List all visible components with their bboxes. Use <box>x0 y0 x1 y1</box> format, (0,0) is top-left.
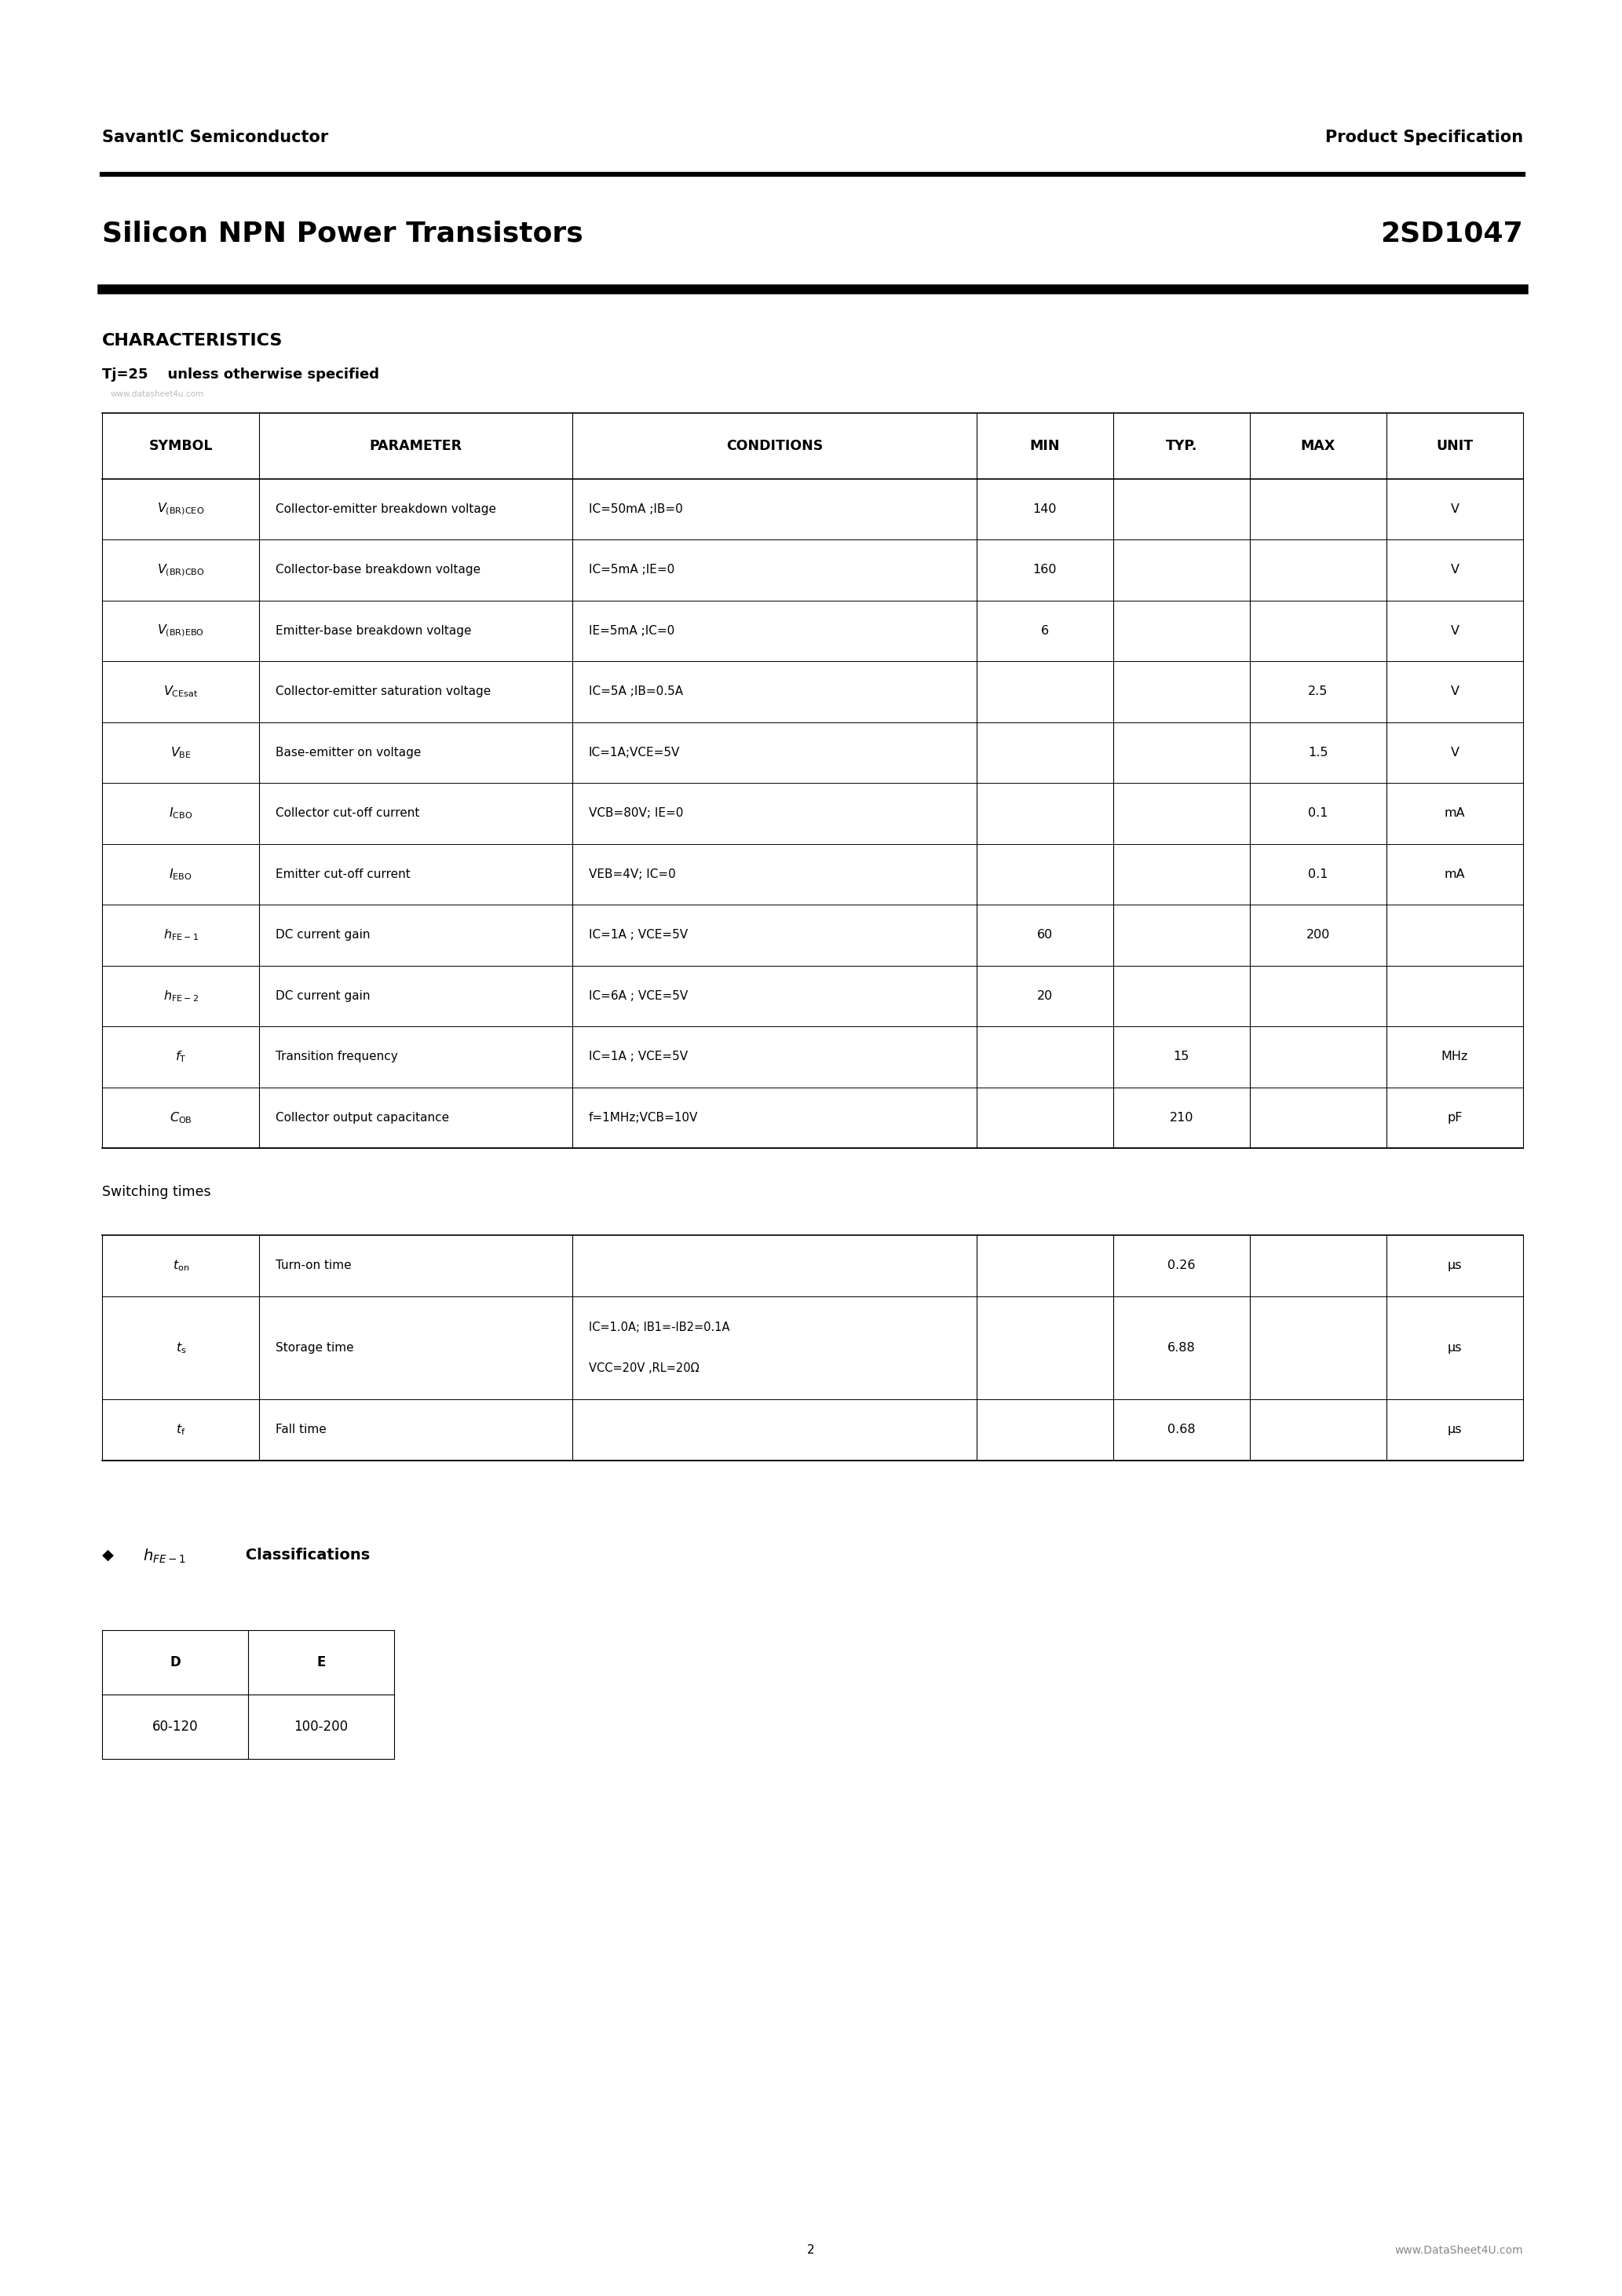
Text: $h_{\mathrm{FE-1}}$: $h_{\mathrm{FE-1}}$ <box>162 928 198 941</box>
Text: Collector cut-off current: Collector cut-off current <box>276 808 420 820</box>
Text: mA: mA <box>1444 868 1465 879</box>
Text: $V_{\mathrm{(BR)CEO}}$: $V_{\mathrm{(BR)CEO}}$ <box>157 501 204 517</box>
Text: IC=6A ; VCE=5V: IC=6A ; VCE=5V <box>589 990 688 1001</box>
Text: 60: 60 <box>1036 930 1053 941</box>
Text: $t_{\mathrm{s}}$: $t_{\mathrm{s}}$ <box>175 1341 187 1355</box>
Text: Product Specification: Product Specification <box>1325 131 1523 145</box>
Text: $I_{\mathrm{EBO}}$: $I_{\mathrm{EBO}}$ <box>169 868 193 882</box>
Text: 1.5: 1.5 <box>1307 746 1328 758</box>
Text: $h_{\mathrm{FE-2}}$: $h_{\mathrm{FE-2}}$ <box>162 990 198 1003</box>
Text: V: V <box>1450 503 1460 514</box>
Text: 2.5: 2.5 <box>1307 687 1328 698</box>
Text: CONDITIONS: CONDITIONS <box>727 439 822 452</box>
Text: 6: 6 <box>1041 625 1049 636</box>
Text: 210: 210 <box>1169 1111 1194 1123</box>
Text: $f_{\mathrm{T}}$: $f_{\mathrm{T}}$ <box>175 1049 187 1063</box>
Text: Tj=25    unless otherwise specified: Tj=25 unless otherwise specified <box>102 367 380 381</box>
Text: Emitter cut-off current: Emitter cut-off current <box>276 868 410 879</box>
Text: $C_{\mathrm{OB}}$: $C_{\mathrm{OB}}$ <box>169 1111 191 1125</box>
Text: $V_{\mathrm{(BR)CBO}}$: $V_{\mathrm{(BR)CBO}}$ <box>157 563 204 579</box>
Text: $h_{FE-1}$: $h_{FE-1}$ <box>143 1548 187 1566</box>
Text: IC=5A ;IB=0.5A: IC=5A ;IB=0.5A <box>589 687 683 698</box>
Text: 200: 200 <box>1306 930 1330 941</box>
Text: SavantIC Semiconductor: SavantIC Semiconductor <box>102 131 329 145</box>
Text: IC=1A ; VCE=5V: IC=1A ; VCE=5V <box>589 1052 688 1063</box>
Text: IC=5mA ;IE=0: IC=5mA ;IE=0 <box>589 565 675 576</box>
Text: MHz: MHz <box>1442 1052 1468 1063</box>
Text: www.DataSheet4U.com: www.DataSheet4U.com <box>1395 2245 1523 2255</box>
Text: Storage time: Storage time <box>276 1341 354 1355</box>
Text: $I_{\mathrm{CBO}}$: $I_{\mathrm{CBO}}$ <box>169 806 193 820</box>
Text: UNIT: UNIT <box>1435 439 1473 452</box>
Text: Emitter-base breakdown voltage: Emitter-base breakdown voltage <box>276 625 472 636</box>
Text: VCB=80V; IE=0: VCB=80V; IE=0 <box>589 808 683 820</box>
Text: Classifications: Classifications <box>240 1548 370 1561</box>
Text: Collector-base breakdown voltage: Collector-base breakdown voltage <box>276 565 480 576</box>
Text: Collector-emitter saturation voltage: Collector-emitter saturation voltage <box>276 687 491 698</box>
Text: E: E <box>316 1655 326 1669</box>
Text: MIN: MIN <box>1030 439 1059 452</box>
Text: www.datasheet4u.com: www.datasheet4u.com <box>110 390 204 397</box>
Text: IE=5mA ;IC=0: IE=5mA ;IC=0 <box>589 625 675 636</box>
Text: Collector-emitter breakdown voltage: Collector-emitter breakdown voltage <box>276 503 496 514</box>
Text: μs: μs <box>1447 1341 1461 1355</box>
Text: IC=50mA ;IB=0: IC=50mA ;IB=0 <box>589 503 683 514</box>
Text: $V_{\mathrm{(BR)EBO}}$: $V_{\mathrm{(BR)EBO}}$ <box>157 622 204 638</box>
Text: pF: pF <box>1447 1111 1463 1123</box>
Text: PARAMETER: PARAMETER <box>370 439 462 452</box>
Text: f=1MHz;VCB=10V: f=1MHz;VCB=10V <box>589 1111 697 1123</box>
Text: 0.1: 0.1 <box>1307 808 1328 820</box>
Text: μs: μs <box>1447 1261 1461 1272</box>
Text: V: V <box>1450 687 1460 698</box>
Text: V: V <box>1450 746 1460 758</box>
Text: 100-200: 100-200 <box>294 1720 349 1733</box>
Text: MAX: MAX <box>1301 439 1335 452</box>
Text: CHARACTERISTICS: CHARACTERISTICS <box>102 333 284 349</box>
Text: DC current gain: DC current gain <box>276 930 370 941</box>
Text: Fall time: Fall time <box>276 1424 326 1435</box>
Text: V: V <box>1450 565 1460 576</box>
Text: VCC=20V ,RL=20Ω: VCC=20V ,RL=20Ω <box>589 1362 699 1375</box>
Text: DC current gain: DC current gain <box>276 990 370 1001</box>
Text: 0.68: 0.68 <box>1168 1424 1195 1435</box>
Text: 160: 160 <box>1033 565 1058 576</box>
Text: $t_{\mathrm{f}}$: $t_{\mathrm{f}}$ <box>175 1424 185 1437</box>
Text: mA: mA <box>1444 808 1465 820</box>
Text: 6.88: 6.88 <box>1168 1341 1195 1355</box>
Text: Transition frequency: Transition frequency <box>276 1052 397 1063</box>
Text: Base-emitter on voltage: Base-emitter on voltage <box>276 746 422 758</box>
Text: 0.26: 0.26 <box>1168 1261 1195 1272</box>
Text: $V_{\mathrm{BE}}$: $V_{\mathrm{BE}}$ <box>170 746 191 760</box>
Text: ◆: ◆ <box>102 1548 114 1561</box>
Text: D: D <box>170 1655 180 1669</box>
Text: 2: 2 <box>808 2243 814 2257</box>
Text: Turn-on time: Turn-on time <box>276 1261 352 1272</box>
Text: SYMBOL: SYMBOL <box>149 439 212 452</box>
Text: Collector output capacitance: Collector output capacitance <box>276 1111 449 1123</box>
Text: 140: 140 <box>1033 503 1058 514</box>
Text: $V_{\mathrm{CEsat}}$: $V_{\mathrm{CEsat}}$ <box>164 684 198 698</box>
Text: IC=1A ; VCE=5V: IC=1A ; VCE=5V <box>589 930 688 941</box>
Text: 60-120: 60-120 <box>152 1720 198 1733</box>
Text: $t_{\mathrm{on}}$: $t_{\mathrm{on}}$ <box>172 1258 190 1272</box>
Text: 20: 20 <box>1036 990 1053 1001</box>
Text: 0.1: 0.1 <box>1307 868 1328 879</box>
Text: IC=1.0A; IB1=-IB2=0.1A: IC=1.0A; IB1=-IB2=0.1A <box>589 1320 730 1334</box>
Text: Switching times: Switching times <box>102 1185 211 1199</box>
Text: 15: 15 <box>1173 1052 1189 1063</box>
Text: 2SD1047: 2SD1047 <box>1380 220 1523 248</box>
Text: IC=1A;VCE=5V: IC=1A;VCE=5V <box>589 746 680 758</box>
Text: Silicon NPN Power Transistors: Silicon NPN Power Transistors <box>102 220 584 248</box>
Text: V: V <box>1450 625 1460 636</box>
Text: VEB=4V; IC=0: VEB=4V; IC=0 <box>589 868 675 879</box>
Text: TYP.: TYP. <box>1166 439 1197 452</box>
Text: μs: μs <box>1447 1424 1461 1435</box>
